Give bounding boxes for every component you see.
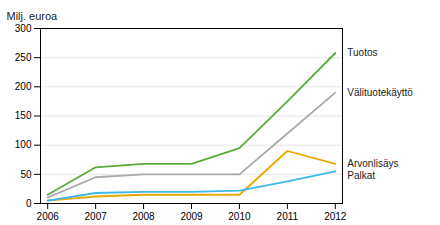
svg-text:2011: 2011 bbox=[277, 211, 299, 222]
svg-text:Milj. euroa: Milj. euroa bbox=[7, 10, 59, 22]
svg-text:Arvonlisäys: Arvonlisäys bbox=[347, 158, 398, 169]
svg-text:2007: 2007 bbox=[85, 211, 108, 222]
svg-text:Välituotekäyttö: Välituotekäyttö bbox=[347, 87, 413, 98]
svg-text:300: 300 bbox=[15, 23, 32, 34]
svg-text:2006: 2006 bbox=[37, 211, 60, 222]
svg-text:Tuotos: Tuotos bbox=[347, 47, 377, 58]
svg-text:250: 250 bbox=[15, 52, 32, 63]
svg-text:100: 100 bbox=[15, 139, 32, 150]
svg-text:50: 50 bbox=[20, 169, 32, 180]
svg-text:2009: 2009 bbox=[180, 211, 203, 222]
svg-text:2010: 2010 bbox=[228, 211, 251, 222]
svg-text:2008: 2008 bbox=[132, 211, 155, 222]
svg-text:150: 150 bbox=[15, 110, 32, 121]
svg-text:Palkat: Palkat bbox=[347, 170, 375, 181]
svg-text:200: 200 bbox=[15, 81, 32, 92]
svg-text:2012: 2012 bbox=[324, 211, 347, 222]
svg-text:0: 0 bbox=[26, 198, 32, 209]
